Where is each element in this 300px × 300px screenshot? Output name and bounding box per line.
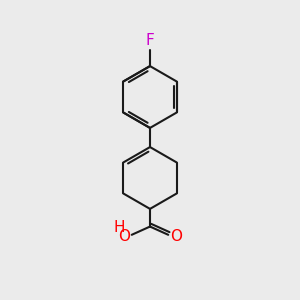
Text: O: O [170, 229, 182, 244]
Text: H: H [114, 220, 125, 235]
Text: O: O [118, 229, 130, 244]
Text: F: F [146, 33, 154, 48]
